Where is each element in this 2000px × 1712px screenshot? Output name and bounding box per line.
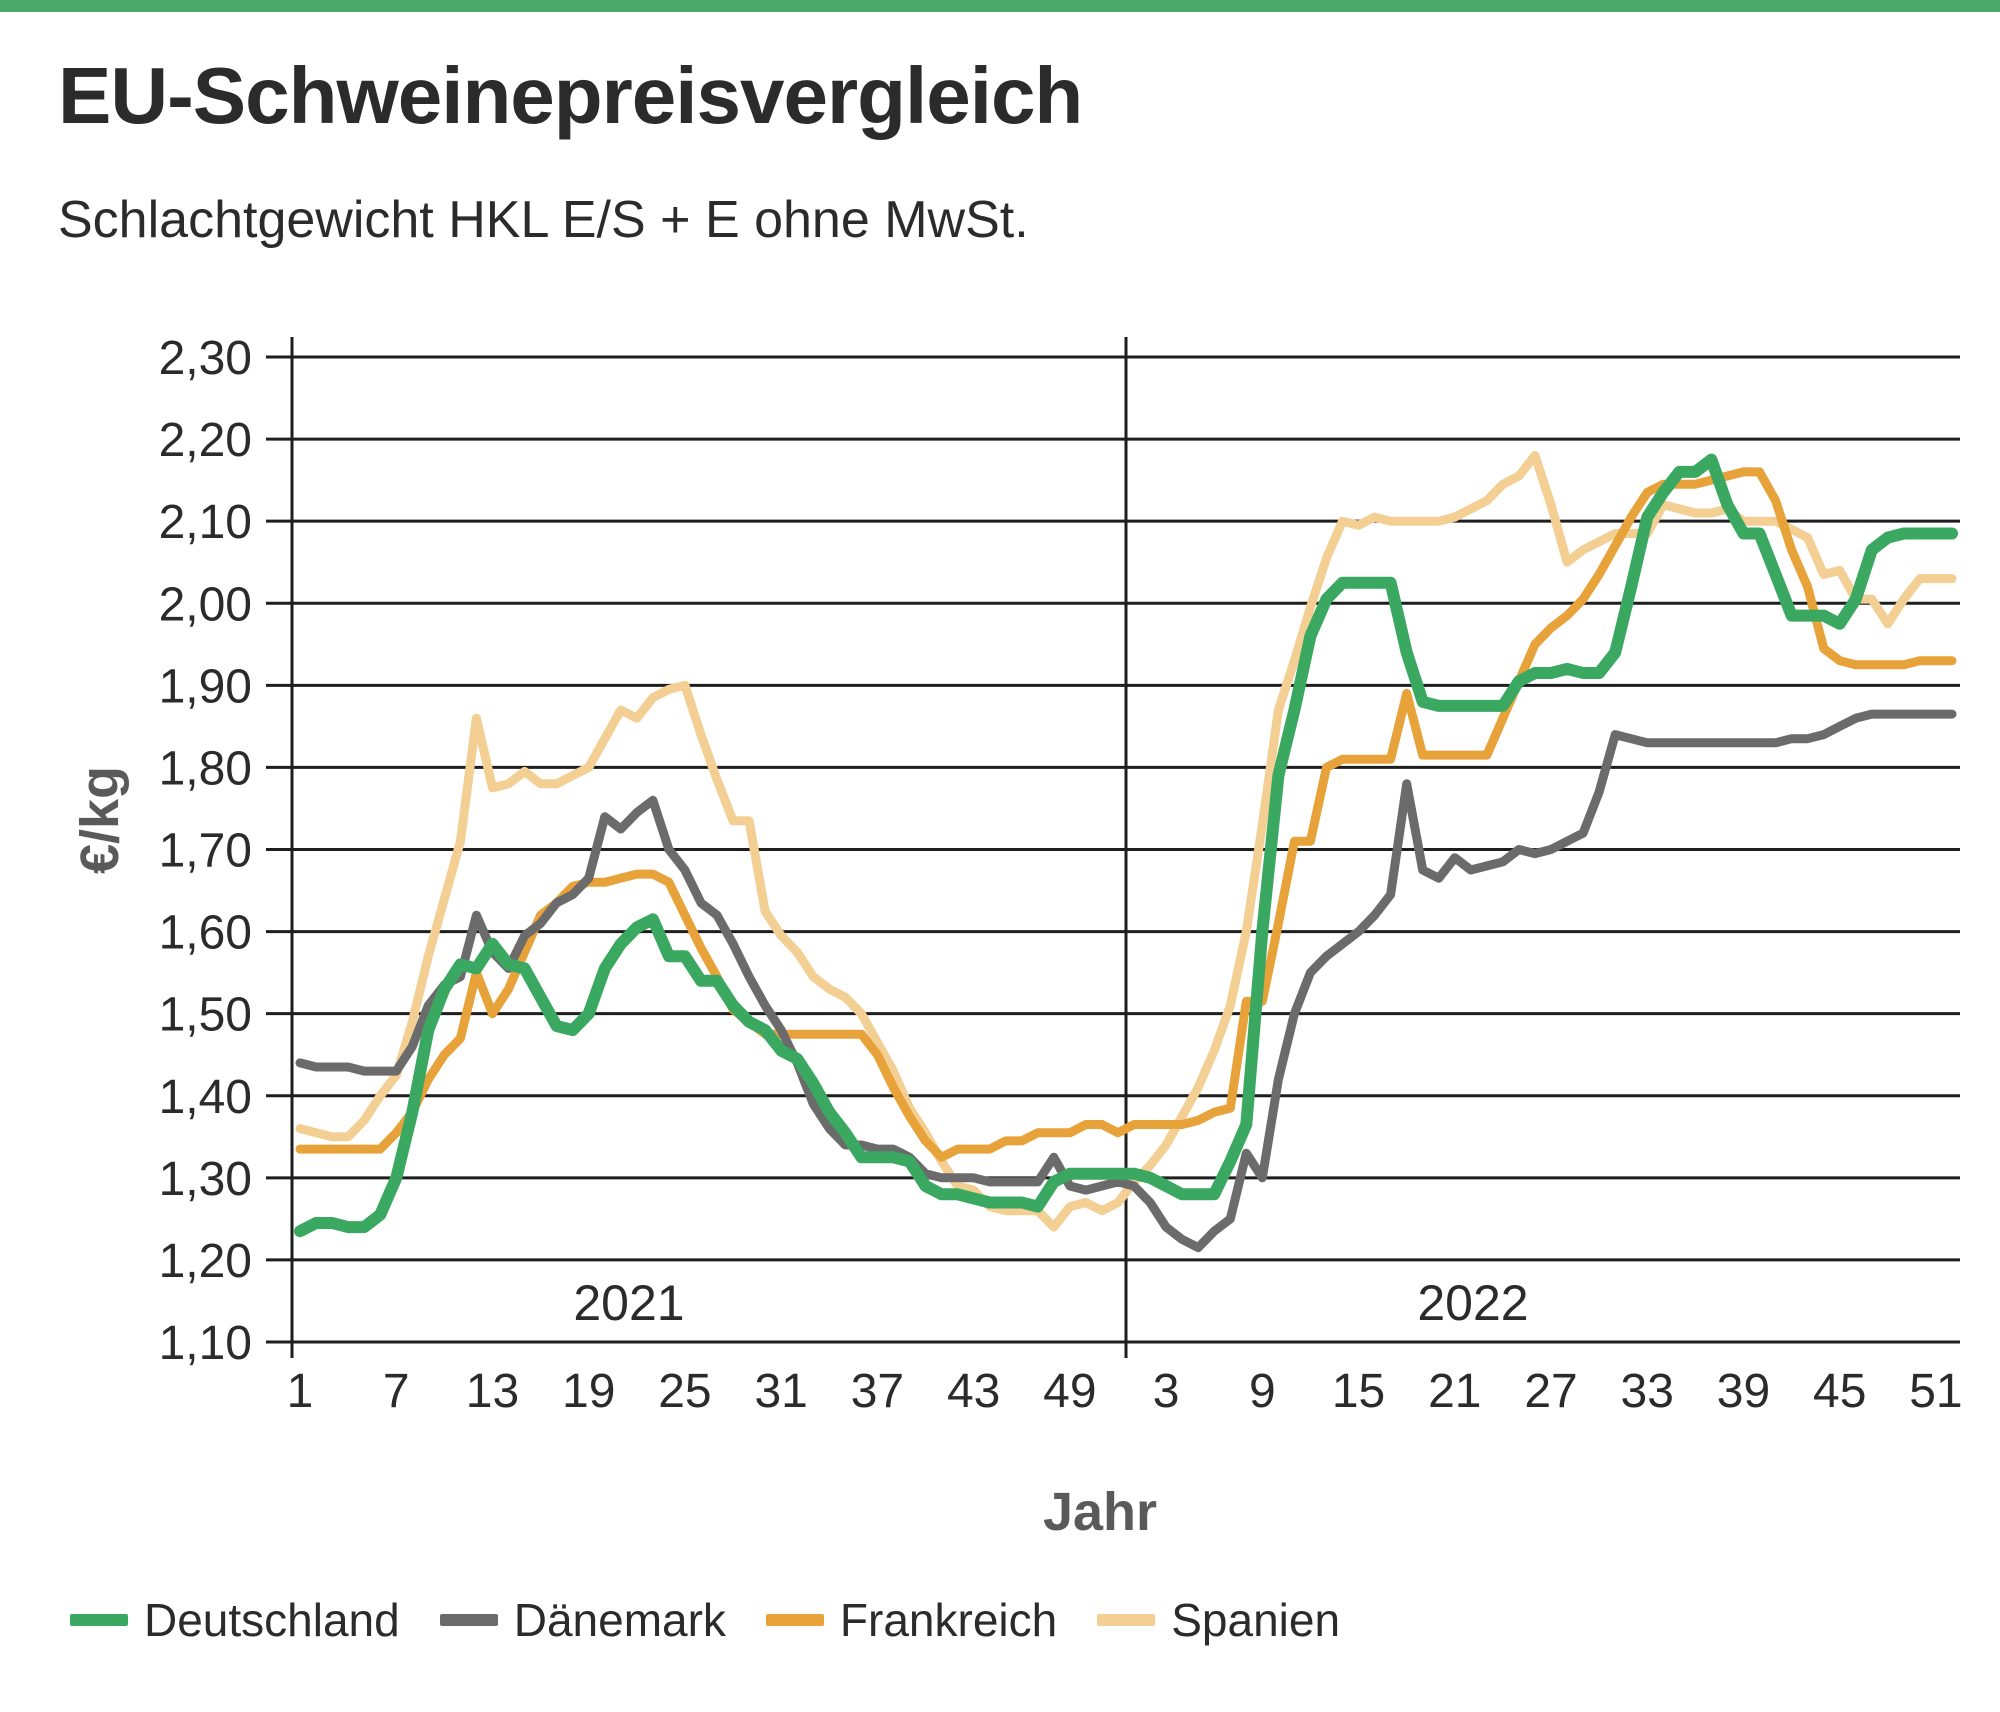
y-tick-label: 2,30	[159, 332, 252, 385]
x-tick-label: 3	[1153, 1365, 1180, 1418]
series-line-spanien	[295, 451, 1957, 1232]
y-tick-label: 2,00	[159, 578, 252, 631]
x-tick-label: 15	[1332, 1365, 1385, 1418]
year-labels: 2021 2022	[573, 1275, 1528, 1331]
x-tick-label: 43	[947, 1365, 1000, 1418]
y-tick-label: 1,30	[159, 1153, 252, 1206]
x-tick-labels: 1 7 13 19 25 31 37 43 49 3 9 15 21 27 33 39 45 51	[287, 1365, 1963, 1418]
legend-swatch-frankreich	[765, 1614, 824, 1626]
series-line-dänemark	[295, 709, 1957, 1253]
x-tick-label: 49	[1043, 1365, 1096, 1418]
x-tick-label: 45	[1813, 1365, 1866, 1418]
legend-item-frankreich: Frankreich	[765, 1593, 1058, 1647]
legend-item-deutschland: Deutschland	[70, 1593, 400, 1647]
legend-swatch-daenemark	[439, 1614, 498, 1626]
x-tick-label: 9	[1249, 1365, 1276, 1418]
legend-label-frankreich: Frankreich	[839, 1594, 1058, 1646]
y-tick-label: 1,60	[159, 907, 252, 960]
y-tick-label: 1,70	[159, 825, 252, 878]
legend-item-spanien: Spanien	[1097, 1593, 1340, 1647]
year-label: 2022	[1417, 1275, 1528, 1331]
x-tick-label: 51	[1909, 1365, 1962, 1418]
y-tick-label: 1,50	[159, 989, 252, 1042]
chart-title: EU-Schweinepreisvergleich	[58, 51, 1083, 140]
y-tick-label: 2,20	[159, 414, 252, 467]
x-tick-label: 27	[1524, 1365, 1577, 1418]
accent-top-bar	[0, 0, 2000, 12]
y-axis-title: €/kg	[70, 766, 130, 874]
x-tick-label: 21	[1428, 1365, 1481, 1418]
x-tick-label: 13	[466, 1365, 519, 1418]
y-tick-label: 1,90	[159, 660, 252, 713]
legend-label-daenemark: Dänemark	[513, 1594, 726, 1646]
series-line-deutschland	[294, 453, 1958, 1238]
legend-swatch-spanien	[1097, 1614, 1156, 1626]
x-tick-label: 7	[383, 1365, 410, 1418]
legend-swatch-deutschland	[70, 1614, 128, 1626]
y-tick-label: 1,10	[159, 1317, 252, 1370]
gridlines	[266, 355, 1960, 1344]
x-tick-label: 1	[287, 1365, 314, 1418]
x-tick-label: 19	[562, 1365, 615, 1418]
y-tick-labels: 2,30 2,20 2,10 2,00 1,90 1,80 1,70 1,60 1,50 1,40…	[159, 332, 252, 1370]
series-lines	[294, 451, 1958, 1253]
legend: Deutschland Dänemark Frankreich Spanien	[70, 1590, 1380, 1650]
chart-subtitle: Schlachtgewicht HKL E/S + E ohne MwSt.	[58, 191, 1029, 249]
legend-label-deutschland: Deutschland	[144, 1594, 400, 1646]
legend-label-spanien: Spanien	[1171, 1594, 1341, 1646]
y-tick-label: 2,10	[159, 496, 252, 549]
y-tick-label: 1,20	[159, 1235, 252, 1288]
x-tick-label: 33	[1621, 1365, 1674, 1418]
x-tick-label: 37	[851, 1365, 904, 1418]
x-tick-label: 39	[1717, 1365, 1770, 1418]
x-tick-label: 31	[754, 1365, 807, 1418]
y-tick-label: 1,80	[159, 742, 252, 795]
x-tick-label: 25	[658, 1365, 711, 1418]
y-tick-label: 1,40	[159, 1071, 252, 1124]
x-axis-title: Jahr	[1043, 1482, 1157, 1542]
year-label: 2021	[573, 1275, 684, 1331]
legend-item-daenemark: Dänemark	[439, 1593, 726, 1647]
